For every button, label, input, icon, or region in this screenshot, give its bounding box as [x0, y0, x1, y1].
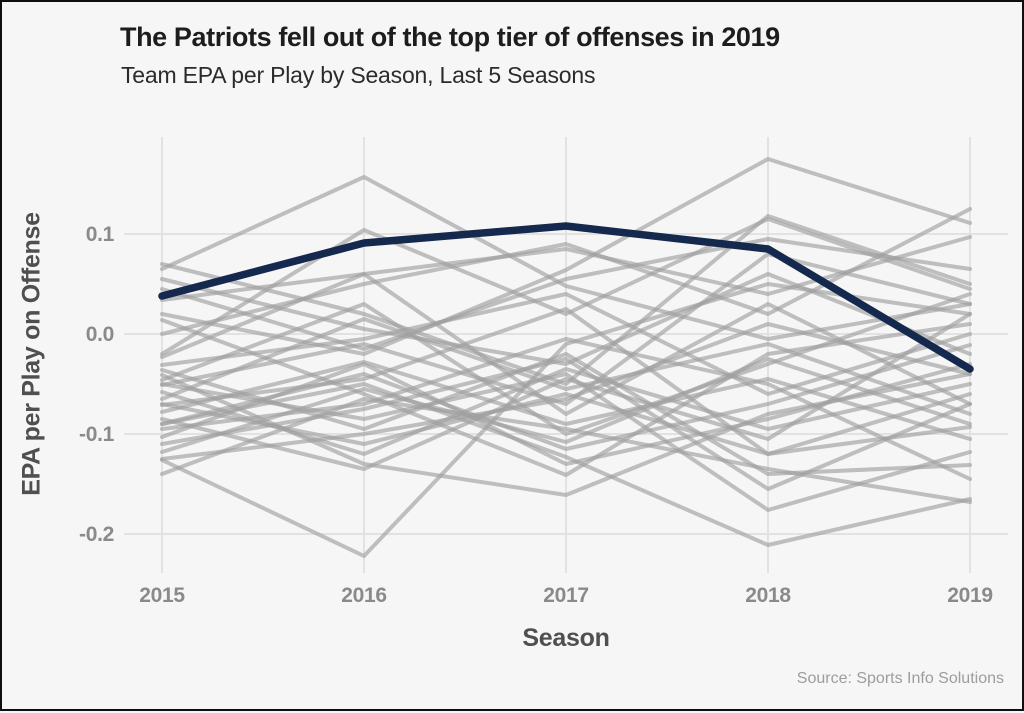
team-line [160, 272, 972, 366]
team-line [160, 392, 972, 456]
x-axis-title: Season [522, 624, 610, 652]
team-line [160, 312, 972, 471]
y-axis-title: EPA per Play on Offense [17, 212, 46, 496]
source-credit: Source: Sports Info Solutions [796, 670, 1004, 687]
team-line [160, 235, 972, 302]
team-line [160, 357, 972, 491]
team-line [160, 317, 972, 416]
team-line [160, 252, 972, 406]
x-tick-label: 2015 [139, 584, 185, 607]
team-line [160, 337, 972, 481]
team-line [160, 282, 972, 558]
team-line [160, 175, 972, 341]
team-line [160, 157, 972, 356]
y-tick-label: -0.1 [79, 423, 115, 446]
team-line [160, 357, 972, 454]
team-line [160, 214, 972, 386]
team-line [160, 272, 972, 416]
chart-subtitle: Team EPA per Play by Season, Last 5 Seas… [121, 62, 596, 88]
y-tick-label: 0.0 [86, 323, 114, 346]
y-tick-label: 0.1 [86, 223, 115, 246]
team-line [160, 322, 972, 461]
x-tick-label: 2016 [341, 584, 387, 607]
team-line [160, 343, 972, 451]
patriots-line [158, 222, 974, 373]
team-line [160, 318, 972, 477]
team-line [160, 237, 972, 351]
team-line [160, 362, 972, 466]
team-line [160, 397, 972, 504]
x-tick-label: 2019 [947, 584, 993, 607]
chart-title: The Patriots fell out of the top tier of… [120, 22, 780, 52]
y-tick-label: -0.2 [79, 523, 114, 546]
team-line [160, 217, 972, 356]
x-tick-label: 2017 [543, 584, 589, 607]
team-line [160, 382, 972, 547]
x-tick-label: 2018 [745, 584, 791, 607]
